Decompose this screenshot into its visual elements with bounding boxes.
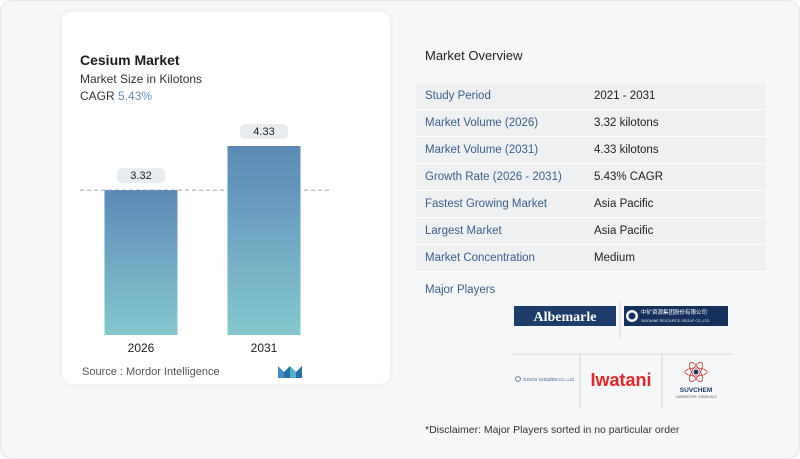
iwatani-text: Iwatani bbox=[590, 370, 651, 390]
overview-value: Medium bbox=[594, 252, 635, 264]
value-label-2031: 4.33 bbox=[253, 126, 274, 138]
cagr-value: 5.43% bbox=[118, 89, 153, 103]
albemarle-logo: Albemarle bbox=[514, 306, 616, 326]
overview-value: 5.43% CAGR bbox=[594, 171, 664, 183]
chart-title: Cesium Market bbox=[80, 52, 180, 68]
x-tick-label-2026: 2026 bbox=[128, 341, 155, 355]
source-text: Source : Mordor Intelligence bbox=[82, 366, 220, 378]
overview-value: 4.33 kilotons bbox=[594, 144, 659, 156]
overview-value: Asia Pacific bbox=[594, 198, 654, 210]
gogo-shozen-logo: GOGO SHOZEN Co.,Ltd. bbox=[515, 376, 575, 382]
chart-subtitle: Market Size in Kilotons bbox=[80, 72, 203, 86]
iwatani-logo: Iwatani bbox=[590, 370, 651, 390]
bar-2031 bbox=[227, 146, 301, 335]
overview-value: Asia Pacific bbox=[594, 225, 654, 237]
cagr-row: CAGR 5.43% bbox=[80, 89, 152, 103]
overview-key: Study Period bbox=[425, 90, 491, 102]
overview-key: Market Volume (2026) bbox=[425, 117, 539, 129]
overview-key: Market Volume (2031) bbox=[425, 144, 539, 156]
overview-key: Growth Rate (2026 - 2031) bbox=[425, 171, 562, 183]
major-players-label: Major Players bbox=[425, 284, 496, 296]
major-players-logos: Albemarle 中矿资源集团股份有限公司 SINOMINE RESOURCE… bbox=[512, 302, 732, 408]
overview-key: Largest Market bbox=[425, 225, 502, 237]
mordor-logo-icon bbox=[278, 366, 302, 378]
bar-2026 bbox=[104, 190, 178, 335]
x-tick-label-2031: 2031 bbox=[251, 341, 278, 355]
overview-title: Market Overview bbox=[425, 48, 523, 63]
cagr-label: CAGR bbox=[80, 89, 115, 103]
chart-card: 3.32 2026 4.33 2031 Cesium Market Market Si… bbox=[62, 12, 390, 384]
overview-key: Market Concentration bbox=[425, 252, 535, 264]
gogo-text: GOGO SHOZEN Co.,Ltd. bbox=[523, 377, 575, 382]
overview-row: Study Period 2021 - 2031 bbox=[416, 83, 766, 110]
value-label-bg bbox=[240, 124, 288, 139]
suvchem-logo: SUVCHEM LABORATORY CHEMICALS bbox=[676, 361, 717, 399]
bar-chart: 3.32 2026 4.33 2031 bbox=[80, 124, 330, 355]
overview-table: Study Period 2021 - 2031 Market Volume (2… bbox=[416, 83, 766, 272]
overview-value: 3.32 kilotons bbox=[594, 117, 659, 129]
albemarle-text: Albemarle bbox=[534, 310, 597, 325]
overview-row: Fastest Growing Market Asia Pacific bbox=[416, 191, 766, 218]
overview-row: Growth Rate (2026 - 2031) 5.43% CAGR bbox=[416, 164, 766, 191]
value-label-2026: 3.32 bbox=[130, 170, 151, 182]
sinomine-en-text: SINOMINE RESOURCE GROUP CO.,LTD. bbox=[641, 319, 710, 323]
sinomine-logo: 中矿资源集团股份有限公司 SINOMINE RESOURCE GROUP CO.… bbox=[624, 306, 728, 326]
overview-value: 2021 - 2031 bbox=[594, 90, 656, 102]
disclaimer-text: *Disclaimer: Major Players sorted in no … bbox=[425, 424, 680, 436]
overview-row: Market Volume (2031) 4.33 kilotons bbox=[416, 137, 766, 164]
suvchem-text: SUVCHEM bbox=[680, 387, 713, 394]
overview-row: Market Volume (2026) 3.32 kilotons bbox=[416, 110, 766, 137]
suvchem-sub-text: LABORATORY CHEMICALS bbox=[676, 395, 717, 399]
market-overview-panel: Market Overview Study Period 2021 - 2031 … bbox=[416, 0, 800, 459]
overview-row: Largest Market Asia Pacific bbox=[416, 218, 766, 245]
overview-key: Fastest Growing Market bbox=[425, 198, 548, 210]
sinomine-cn-text: 中矿资源集团股份有限公司 bbox=[641, 308, 707, 316]
value-label-bg bbox=[117, 168, 165, 184]
overview-row: Market Concentration Medium bbox=[416, 245, 766, 272]
